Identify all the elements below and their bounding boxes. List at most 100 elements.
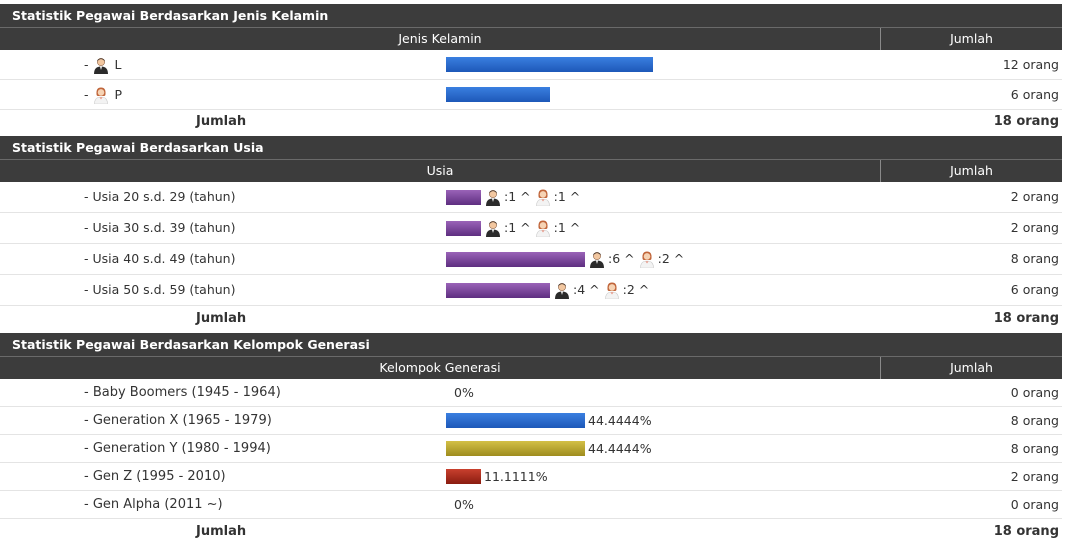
- row-label: - Generation Y (1980 - 1994): [84, 441, 271, 456]
- table-row: - Usia 30 s.d. 39 (tahun) :1 ^:1 ^ 2 orang: [0, 213, 1062, 244]
- row-count: 8 orang: [1010, 441, 1059, 456]
- bar: [446, 441, 585, 456]
- total-count: 18 orang: [993, 311, 1059, 326]
- table-row: - Usia 40 s.d. 49 (tahun) :6 ^ :2 ^ 8 orang: [0, 244, 1062, 275]
- gender-section: Statistik Pegawai Berdasarkan Jenis Kela…: [0, 4, 1062, 134]
- table-row: - Generation Y (1980 - 1994) 44.4444% 8 or…: [0, 435, 1062, 463]
- total-count: 18 orang: [993, 524, 1059, 539]
- percent-label: 0%: [454, 385, 474, 400]
- column-header-count: Jumlah: [950, 360, 993, 375]
- row-count: 0 orang: [1010, 497, 1059, 512]
- bar-cell: 0%: [446, 491, 474, 518]
- bar-cell: 11.1111%: [446, 463, 548, 490]
- bar: [446, 469, 481, 484]
- table-header: Usia Jumlah: [0, 159, 1062, 182]
- total-row: Jumlah 18 orang: [0, 110, 1062, 134]
- bar: [446, 189, 481, 205]
- row-label: - Baby Boomers (1945 - 1964): [84, 385, 281, 400]
- male-user-icon: [555, 283, 569, 299]
- male-count: :6 ^: [608, 251, 635, 266]
- section-title: Statistik Pegawai Berdasarkan Jenis Kela…: [0, 4, 1062, 27]
- generation-section: Statistik Pegawai Berdasarkan Kelompok G…: [0, 333, 1062, 545]
- table-row: - Usia 50 s.d. 59 (tahun) :4 ^ :2 ^ 6 orang: [0, 275, 1062, 306]
- male-user-icon: [486, 221, 500, 237]
- row-label: - L: [84, 50, 121, 79]
- female-count: :2 ^: [622, 282, 650, 297]
- table-row: - Gen Z (1995 - 2010) 11.1111% 2 orang: [0, 463, 1062, 491]
- table-row: - Generation X (1965 - 1979) 44.4444% 8 or…: [0, 407, 1062, 435]
- female-user-icon: [535, 189, 550, 206]
- bar: [446, 57, 653, 72]
- male-count: :4 ^: [573, 282, 600, 297]
- bar: [446, 220, 481, 236]
- total-row: Jumlah 18 orang: [0, 519, 1062, 545]
- table-row: - Baby Boomers (1945 - 1964) 0% 0 orang: [0, 379, 1062, 407]
- bar: [446, 251, 585, 267]
- bar-cell: 44.4444%: [446, 435, 652, 462]
- bar-cell: 0%: [446, 379, 474, 406]
- column-header-category: Jenis Kelamin: [0, 28, 881, 50]
- total-label: Jumlah: [196, 311, 247, 326]
- row-label: - Generation X (1965 - 1979): [84, 413, 272, 428]
- male-user-icon: [590, 252, 604, 268]
- section-title: Statistik Pegawai Berdasarkan Kelompok G…: [0, 333, 1062, 356]
- row-count: 12 orang: [1002, 57, 1059, 72]
- row-count: 0 orang: [1010, 385, 1059, 400]
- female-user-icon: [535, 220, 550, 237]
- percent-label: 0%: [454, 497, 474, 512]
- section-title: Statistik Pegawai Berdasarkan Usia: [0, 136, 1062, 159]
- row-count: 2 orang: [1010, 220, 1059, 235]
- row-count: 6 orang: [1010, 282, 1059, 297]
- gender-label: L: [114, 57, 122, 72]
- female-count: :1 ^: [553, 220, 581, 235]
- row-count: 8 orang: [1010, 413, 1059, 428]
- table-header: Jenis Kelamin Jumlah: [0, 27, 1062, 50]
- age-section: Statistik Pegawai Berdasarkan Usia Usia …: [0, 136, 1062, 332]
- percent-label: 44.4444%: [588, 441, 652, 456]
- bar-cell: :4 ^ :2 ^: [446, 275, 652, 305]
- female-count: :1 ^: [553, 189, 581, 204]
- bar-cell: :6 ^ :2 ^: [446, 244, 687, 274]
- row-label: - Usia 40 s.d. 49 (tahun): [84, 251, 236, 266]
- total-count: 18 orang: [993, 114, 1059, 129]
- row-label: - Gen Alpha (2011 ~): [84, 497, 223, 512]
- row-label: - Usia 30 s.d. 39 (tahun): [84, 220, 236, 235]
- column-header-count: Jumlah: [950, 31, 993, 46]
- female-count: :2 ^: [657, 251, 685, 266]
- row-prefix: -: [84, 57, 93, 72]
- row-label: - P: [84, 80, 122, 109]
- bar-cell: :1 ^:1 ^: [446, 213, 583, 243]
- bar: [446, 413, 585, 428]
- table-row: - Gen Alpha (2011 ~) 0% 0 orang: [0, 491, 1062, 519]
- row-count: 8 orang: [1010, 251, 1059, 266]
- bar: [446, 282, 550, 298]
- bar-cell: [446, 80, 550, 109]
- total-row: Jumlah 18 orang: [0, 306, 1062, 332]
- total-label: Jumlah: [196, 114, 247, 129]
- table-row: - Usia 20 s.d. 29 (tahun) :1 ^:1 ^ 2 orang: [0, 182, 1062, 213]
- row-count: 2 orang: [1010, 469, 1059, 484]
- row-count: 6 orang: [1010, 87, 1059, 102]
- male-user-icon: [486, 190, 500, 206]
- row-label: - Gen Z (1995 - 2010): [84, 469, 226, 484]
- row-count: 2 orang: [1010, 189, 1059, 204]
- male-user-icon: [94, 57, 109, 74]
- bar-cell: :1 ^:1 ^: [446, 182, 583, 212]
- row-prefix: -: [84, 87, 93, 102]
- table-header: Kelompok Generasi Jumlah: [0, 356, 1062, 379]
- gender-label: P: [114, 87, 123, 102]
- column-header-category: Usia: [0, 160, 881, 182]
- bar-cell: [446, 50, 653, 79]
- row-label: - Usia 20 s.d. 29 (tahun): [84, 189, 236, 204]
- total-label: Jumlah: [196, 524, 247, 539]
- bar-cell: 44.4444%: [446, 407, 652, 434]
- column-header-category: Kelompok Generasi: [0, 357, 881, 379]
- table-row: - P 6 orang: [0, 80, 1062, 110]
- row-label: - Usia 50 s.d. 59 (tahun): [84, 282, 236, 297]
- bar: [446, 87, 550, 102]
- female-user-icon: [94, 87, 109, 104]
- female-user-icon: [604, 282, 619, 299]
- column-header-count: Jumlah: [950, 163, 993, 178]
- percent-label: 44.4444%: [588, 413, 652, 428]
- female-user-icon: [639, 251, 654, 268]
